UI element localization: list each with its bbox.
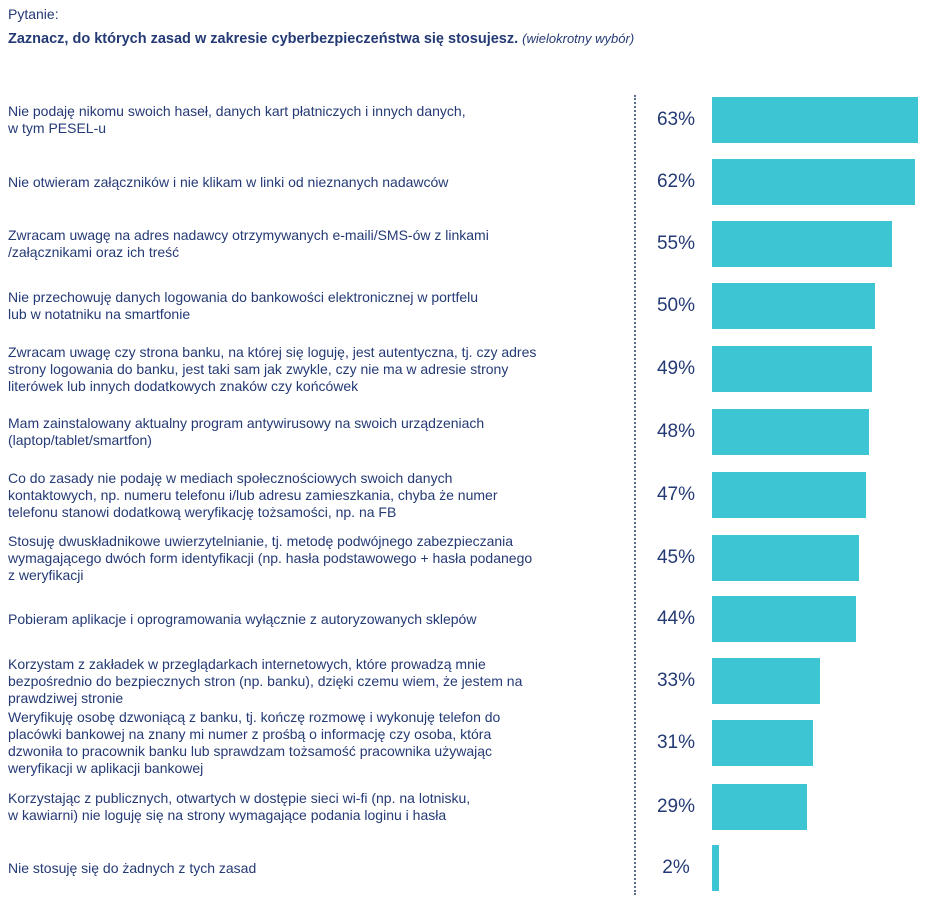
category-label-text: Nie przechowuję danych logowania do bank… [8,289,479,322]
value-label: 33% [656,670,696,691]
bar [712,283,876,329]
value-label: 29% [656,796,696,817]
category-label: Mam zainstalowany aktualny program antyw… [8,400,620,464]
category-label: Korzystając z publicznych, otwartych w d… [8,775,620,839]
bar [712,472,866,518]
value-label: 55% [656,233,696,254]
category-label-text: Nie otwieram załączników i nie klikam w … [8,173,449,190]
category-label: Nie stosuję się do żadnych z tych zasad [8,836,620,900]
category-label: Nie otwieram załączników i nie klikam w … [8,150,620,214]
value-label: 48% [656,421,696,442]
category-label: Korzystam z zakładek w przeglądarkach in… [8,649,620,713]
question-label: Pytanie: [8,6,59,22]
category-label-text: Weryfikuję osobę dzwoniącą z banku, tj. … [8,709,501,776]
value-label: 63% [656,109,696,130]
value-label: 44% [656,608,696,629]
bar [712,221,892,267]
category-label-text: Co do zasady nie podaję w mediach społec… [8,469,498,520]
category-label-text: Stosuję dwuskładnikowe uwierzytelnianie,… [8,532,533,583]
value-label: 49% [656,358,696,379]
bar [712,346,873,392]
bar [712,784,807,830]
value-label: 62% [656,171,696,192]
bar [712,720,814,766]
bar [712,97,918,143]
bar [712,658,820,704]
question-title: Zaznacz, do których zasad w zakresie cyb… [8,31,519,47]
category-label-text: Zwracam uwagę czy strona banku, na które… [8,343,537,394]
value-label: 31% [656,732,696,753]
chart-divider [634,95,636,895]
bar [712,845,719,891]
bar [712,159,915,205]
category-label-text: Korzystam z zakładek w przeglądarkach in… [8,655,523,706]
question-note: (wielokrotny wybór) [522,31,635,46]
category-label: Weryfikuję osobę dzwoniącą z banku, tj. … [8,709,620,776]
category-label-text: Korzystając z publicznych, otwartych w d… [8,790,471,823]
category-label: Zwracam uwagę czy strona banku, na które… [8,337,620,401]
category-label-text: Pobieram aplikacje i oprogramowania wyłą… [8,610,477,627]
value-label: 45% [656,547,696,568]
bar [712,596,856,642]
category-label: Nie podaję nikomu swoich haseł, danych k… [8,88,620,152]
value-label: 50% [656,295,696,316]
category-label-text: Nie podaję nikomu swoich haseł, danych k… [8,103,466,136]
category-label: Co do zasady nie podaję w mediach społec… [8,463,620,527]
value-label: 47% [656,484,696,505]
category-label-text: Nie stosuję się do żadnych z tych zasad [8,859,257,876]
question-text: Zaznacz, do których zasad w zakresie cyb… [8,31,634,47]
bar [712,409,869,455]
category-label-text: Mam zainstalowany aktualny program antyw… [8,415,485,448]
category-label: Zwracam uwagę na adres nadawcy otrzymywa… [8,212,620,276]
category-label: Pobieram aplikacje i oprogramowania wyłą… [8,587,620,651]
value-label: 2% [662,857,690,878]
category-label: Stosuję dwuskładnikowe uwierzytelnianie,… [8,526,620,590]
category-label: Nie przechowuję danych logowania do bank… [8,274,620,338]
category-label-text: Zwracam uwagę na adres nadawcy otrzymywa… [8,227,489,260]
bar [712,535,860,581]
